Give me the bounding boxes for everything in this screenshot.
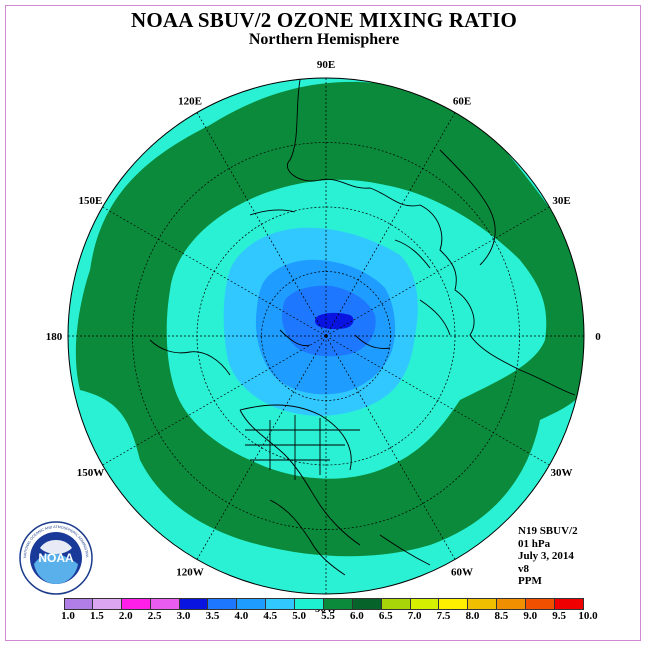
longitude-label: 150W [77,467,105,479]
colorbar-tick-label: 5.0 [292,610,306,622]
colorbar-swatch [352,599,382,609]
longitude-label: 180 [46,331,63,343]
colorbar-tick-label: 9.5 [552,610,566,622]
longitude-label: 120W [176,567,204,579]
colorbar-swatch [468,599,498,609]
noaa-logo: NOAA NATIONAL OCEANIC AND ATMOSPHERIC AD… [18,520,93,595]
info-satellite: N19 SBUV/2 [518,525,578,537]
colorbar-tick-label: 10.0 [578,610,598,622]
colorbar-tick-label: 8.5 [494,610,509,622]
colorbar-swatch [497,599,526,609]
graticule [68,78,584,594]
colorbar-swatch [150,599,180,609]
colorbar-swatch [526,599,555,609]
colorbar-tick-label: 2.0 [118,610,133,622]
longitude-line [102,206,327,337]
longitude-line [325,335,550,466]
longitude-label: 150E [79,195,103,207]
longitude-label: 30W [551,467,573,479]
colorbar-swatch [295,599,324,609]
info-date: July 3, 2014 [518,550,574,562]
colorbar-tick-label: 1.0 [61,610,75,622]
longitude-label: 120E [178,95,202,107]
logo-text: NOAA [38,551,74,565]
longitude-label: 90E [317,59,335,71]
longitude-label: 30E [552,195,570,207]
longitude-line [102,335,327,466]
coastlines [149,79,576,576]
info-level: 01 hPa [518,537,551,550]
colorbar-tick-label: 3.0 [176,610,191,622]
longitude-line [325,112,456,337]
colorbar-swatch [92,599,122,609]
colorbar-tick-label: 6.5 [378,610,393,622]
longitude-line [325,335,456,560]
map-subtitle: Northern Hemisphere [248,31,400,48]
colorbar-tick-label: 5.5 [321,610,335,622]
longitude-line [325,206,550,337]
map-info: N19 SBUV/2 01 hPa July 3, 2014 v8 PPM [518,525,578,588]
colorbar-tick-label: 3.5 [205,610,220,622]
colorbar-tick-label: 2.5 [147,610,162,622]
colorbar-tick-label: 1.5 [90,610,104,622]
longitude-label: 60E [453,95,471,107]
map-boundary [67,77,585,595]
colorbar [64,598,584,610]
longitude-line [196,335,327,560]
colorbar-swatch [381,599,411,609]
colorbar-tick-label: 6.0 [350,610,364,622]
colorbar-swatch [208,599,238,609]
colorbar-tick-label: 4.0 [234,610,249,622]
colorbar-swatch [121,599,151,609]
colorbar-swatch [410,599,440,609]
longitude-label: 60W [451,567,473,579]
colorbar-swatch [554,599,584,609]
colorbar-tick-label: 4.5 [263,610,278,622]
colorbar-tick-label: 8.0 [465,610,480,622]
info-units: PPM [518,575,542,587]
page-frame [5,5,641,641]
longitude-line [196,112,327,337]
colorbar-tick-label: 9.0 [523,610,538,622]
colorbar-swatch [266,599,295,609]
colorbar-swatch [237,599,267,609]
colorbar-swatch [439,599,469,609]
longitude-label: 0 [595,331,601,343]
colorbar-swatch [179,599,209,609]
colorbar-swatch [323,599,353,609]
info-version: v8 [518,562,529,575]
colorbar-swatch [64,599,93,609]
ozone-band-2-5-to-3-0 [315,312,354,330]
colorbar-tick-label: 7.0 [407,610,422,622]
colorbar-tick-label: 7.5 [436,610,451,622]
map-title: NOAA SBUV/2 OZONE MIXING RATIO [131,8,517,32]
